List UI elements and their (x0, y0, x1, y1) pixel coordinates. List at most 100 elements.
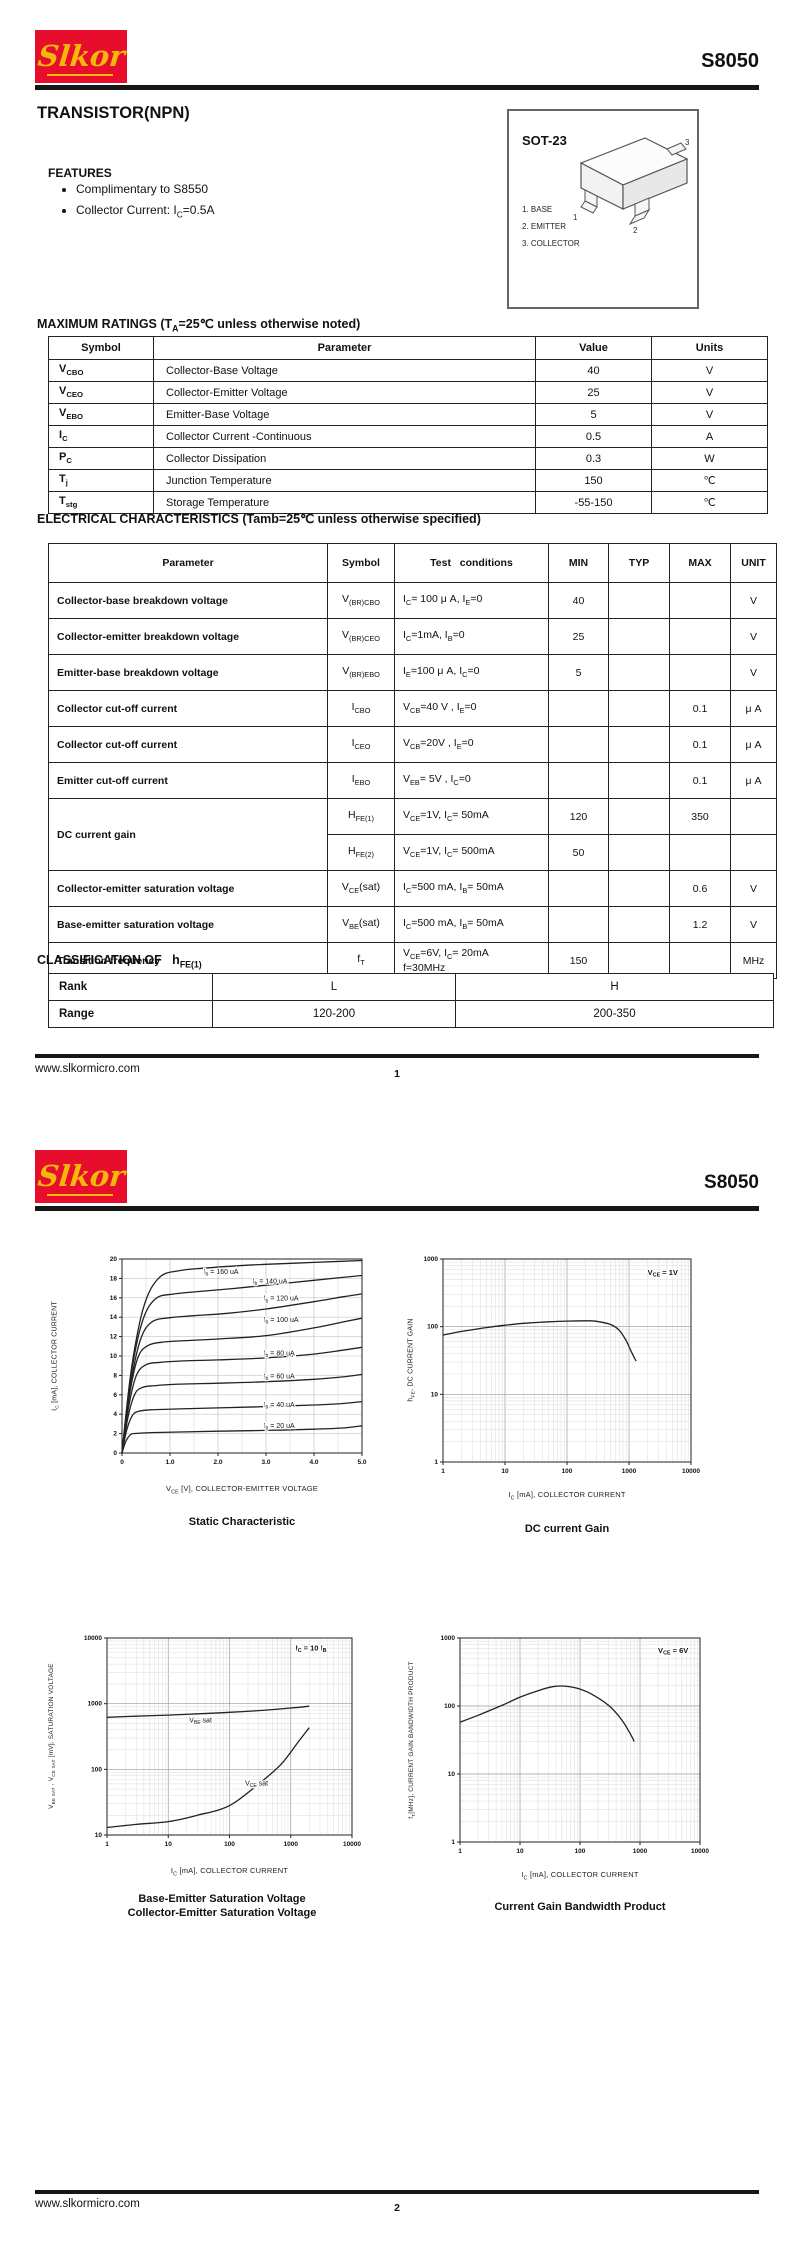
logo-underline (47, 73, 113, 76)
svg-text:1: 1 (441, 1468, 445, 1475)
series-line (121, 1274, 363, 1454)
svg-text:0: 0 (120, 1459, 124, 1466)
cell: 5 (548, 654, 609, 691)
table-row: IC Collector Current -Continuous 0.5 A (48, 425, 768, 448)
cell: Collector-base breakdown voltage (48, 582, 328, 619)
cell: 200-350 (455, 1000, 774, 1028)
cell: V (730, 582, 777, 619)
cell: VCEO (48, 381, 154, 404)
chart-dc-current-gain: 1 10 100 1000 10000 1 10 100 1000 VCE = 1V hFE, D… (398, 1232, 743, 1552)
svg-text:10000: 10000 (682, 1468, 700, 1475)
cell: V (651, 403, 768, 426)
part-number: S8050 (701, 50, 759, 72)
column-header: Units (651, 336, 768, 360)
table-row: Collector-base breakdown voltage V(BR)CBO… (48, 582, 777, 619)
column-header: MAX (669, 543, 731, 583)
cell: VCBO (48, 359, 154, 382)
svg-text:5.0: 5.0 (357, 1459, 366, 1466)
cell: VEBO (48, 403, 154, 426)
chart-saturation-voltage: 1 10 100 1000 10000 10 100 1000 10000 VBE sat VCE … (40, 1608, 385, 1943)
cell: 25 (535, 381, 652, 404)
chart-canvas: 1 10 100 1000 10000 1 10 100 1000 VCE = 1V (424, 1256, 701, 1475)
feature-item: Collector Current: IC=0.5A (76, 203, 214, 219)
cell: V (651, 381, 768, 404)
x-axis-label: IC [mA], COLLECTOR CURRENT (170, 1866, 289, 1878)
features-list: Complimentary to S8550 Collector Current… (58, 182, 214, 226)
svg-text:3.0: 3.0 (261, 1459, 270, 1466)
cell (669, 834, 731, 871)
cell: IC= 100 μ A, IE=0 (394, 582, 549, 619)
slkor-logo-text: Slkor (35, 1159, 127, 1193)
cell: V (730, 654, 777, 691)
cell: 50 (548, 834, 609, 871)
cell: PC (48, 447, 154, 470)
max-ratings-table: Symbol Parameter Value Units VCBO Collector-B… (48, 336, 768, 514)
cell: ICEO (327, 726, 395, 763)
column-header: Parameter (153, 336, 536, 360)
cell: Collector Current -Continuous (153, 425, 536, 448)
cell: ICBO (327, 690, 395, 727)
x-axis-label: IC [mA], COLLECTOR CURRENT (521, 1870, 639, 1882)
series-line (121, 1346, 363, 1454)
page-number: 2 (394, 2202, 400, 2214)
cell: V (651, 359, 768, 382)
cell: Base-emitter saturation voltage (48, 906, 328, 943)
cell (730, 834, 777, 871)
classification-table: Rank L H Range 120-200 200-350 (48, 973, 774, 1028)
classification-heading: CLASSIFICATION OF hFE(1) (37, 953, 202, 970)
column-header: MIN (548, 543, 609, 583)
cell: IC=500 mA, IB= 50mA (394, 906, 549, 943)
curve-label: Ib = 60 uA (264, 1373, 295, 1382)
table-row: Range 120-200 200-350 (48, 1000, 774, 1028)
curve-label: VBE sat (189, 1717, 212, 1726)
max-ratings-heading: MAXIMUM RATINGS (TA=25℃ unless otherwise… (37, 317, 361, 334)
series-line (121, 1425, 363, 1454)
svg-text:10: 10 (516, 1848, 524, 1855)
table-row: Rank L H (48, 973, 774, 1001)
cell: Tj (48, 469, 154, 492)
table-row: Tj Junction Temperature 150 ℃ (48, 469, 768, 492)
svg-text:10: 10 (110, 1353, 118, 1360)
cell: 0.6 (669, 870, 731, 907)
cell: Emitter-Base Voltage (153, 403, 536, 426)
pin-legend-base: 1. BASE (522, 205, 553, 214)
pin-3-number: 3 (685, 138, 690, 147)
page-title: TRANSISTOR(NPN) (37, 104, 190, 122)
cell: 0.1 (669, 726, 731, 763)
table-row: VCEO Collector-Emitter Voltage 25 V (48, 381, 768, 404)
cell (669, 618, 731, 655)
cell (548, 762, 609, 799)
electrical-characteristics-table: Parameter Symbol Test conditions MIN TYP MAX U… (48, 543, 777, 979)
cell (608, 690, 670, 727)
column-header: Value (535, 336, 652, 360)
chart-title: DC current Gain (524, 1523, 610, 1535)
annotation: IC = 10 IB (296, 1643, 327, 1654)
cell (608, 654, 670, 691)
cell: Collector-emitter breakdown voltage (48, 618, 328, 655)
cell: HFE(2) (327, 834, 395, 871)
cell: W (651, 447, 768, 470)
table-row: VEBO Emitter-Base Voltage 5 V (48, 403, 768, 426)
cell: HFE(1) (327, 798, 395, 835)
cell (608, 618, 670, 655)
package-outline-box: SOT-23 1 2 3 1. BASE 2. EMITTER 3. COLLE… (507, 109, 699, 309)
svg-text:1000: 1000 (284, 1841, 299, 1848)
cell: 25 (548, 618, 609, 655)
cell (608, 762, 670, 799)
header-rule (35, 1206, 759, 1211)
logo-underline (47, 1193, 113, 1196)
series-line (121, 1400, 363, 1454)
curve-label: Ib = 20 uA (264, 1423, 295, 1432)
cell: Range (48, 1000, 213, 1028)
cell: VCB=20V , IE=0 (394, 726, 549, 763)
cell: Collector cut-off current (48, 690, 328, 727)
chart-canvas: 1 10 100 1000 10000 1 10 100 1000 VCE = 6V (441, 1635, 710, 1855)
part-number: S8050 (704, 1172, 759, 1193)
table-row: Emitter-base breakdown voltage V(BR)EBO IE… (48, 654, 777, 691)
cell: μ A (730, 690, 777, 727)
cell: IC=1mA, IB=0 (394, 618, 549, 655)
x-axis-label: VCE [V], COLLECTOR-EMITTER VOLTAGE (165, 1484, 319, 1496)
cell: VCE(sat) (327, 870, 395, 907)
